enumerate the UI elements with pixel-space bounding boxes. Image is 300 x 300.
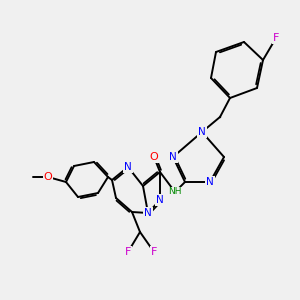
- Text: NH: NH: [168, 188, 182, 196]
- Text: N: N: [169, 152, 177, 162]
- Text: N: N: [124, 162, 132, 172]
- Text: O: O: [44, 172, 52, 182]
- Text: F: F: [273, 33, 279, 43]
- Text: O: O: [150, 152, 158, 162]
- Text: N: N: [198, 127, 206, 137]
- Text: F: F: [151, 247, 157, 257]
- Text: N: N: [206, 177, 214, 187]
- Text: F: F: [125, 247, 131, 257]
- Text: N: N: [156, 195, 164, 205]
- Text: N: N: [144, 208, 152, 218]
